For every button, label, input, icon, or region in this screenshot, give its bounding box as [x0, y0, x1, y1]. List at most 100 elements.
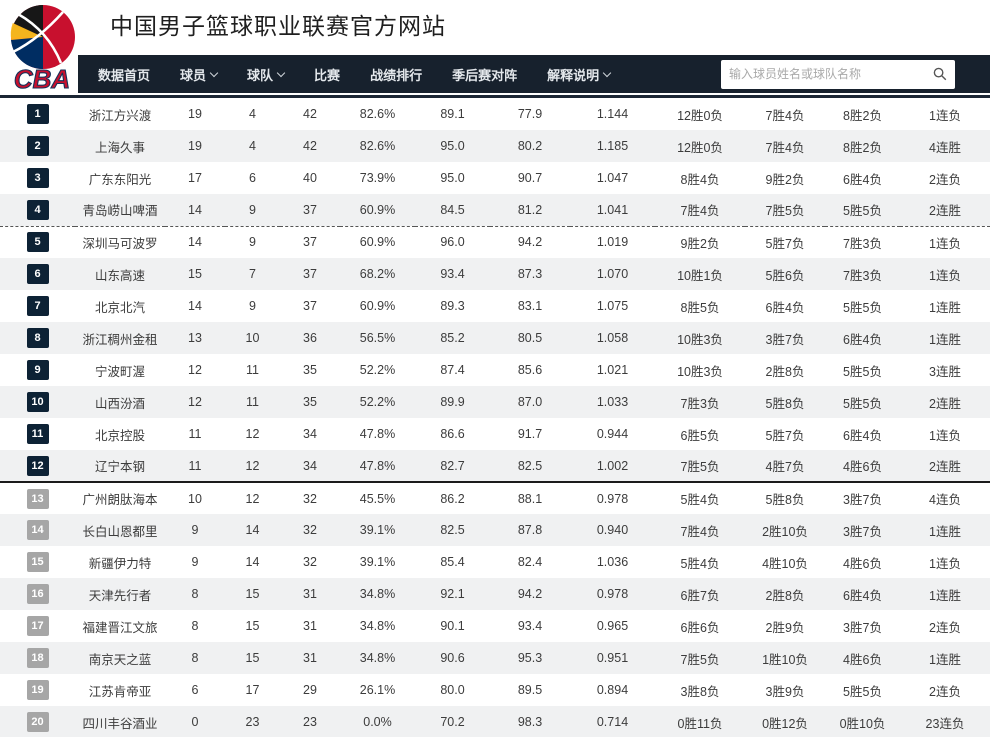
rank-badge: 16	[26, 584, 49, 604]
stat-last10: 4胜6负	[825, 450, 900, 483]
stat-losses: 9	[249, 235, 256, 250]
team-name[interactable]: 四川丰谷酒业	[82, 716, 158, 731]
chevron-down-icon	[276, 68, 286, 77]
table-row[interactable]: 2 上海久事 19 4 42 82.6% 95.0 80.2 1.185 12胜0负 7胜4负 8胜2…	[0, 130, 990, 162]
table-row[interactable]: 19 江苏肯帝亚 6 17 29 26.1% 80.0 89.5 0.894 3胜8负 3胜9负 5胜…	[0, 674, 990, 706]
stat-pts_against: 94.2	[517, 587, 543, 601]
cba-logo[interactable]: CBA	[2, 2, 82, 95]
search-icon[interactable]	[933, 67, 947, 81]
stat-wins: 17	[188, 171, 202, 185]
table-row[interactable]: 8 浙江稠州金租 13 10 36 56.5% 85.2 80.5 1.058 10胜3负 3胜7负…	[0, 322, 990, 354]
table-row[interactable]: 15 新疆伊力特 9 14 32 39.1% 85.4 82.4 1.036 5胜4负 4胜10负 4…	[0, 546, 990, 578]
nav-item-teams[interactable]: 球队	[247, 65, 286, 84]
stat-losses: 9	[249, 299, 256, 313]
stat-losses: 12	[245, 491, 260, 506]
stat-wins: 9	[191, 523, 199, 537]
search-input[interactable]	[729, 67, 933, 81]
stat-away: 1胜10负	[762, 652, 808, 667]
team-name[interactable]: 山东高速	[94, 268, 145, 283]
stat-win_pct: 68.2%	[359, 267, 396, 281]
rank-cell: 3	[0, 162, 75, 194]
table-row[interactable]: 20 四川丰谷酒业 0 23 23 0.0% 70.2 98.3 0.714 0胜11负 0胜12负…	[0, 706, 990, 737]
stat-points: 40	[303, 171, 317, 185]
team-name[interactable]: 浙江稠州金租	[82, 332, 158, 347]
nav-item-games[interactable]: 比赛	[314, 67, 341, 83]
stat-away: 2胜9负	[765, 620, 805, 635]
table-row[interactable]: 6 山东高速 15 7 37 68.2% 93.4 87.3 1.070 10胜1负 5胜6负 7胜3…	[0, 258, 990, 290]
table-row[interactable]: 17 福建晋江文旅 8 15 31 34.8% 90.1 93.4 0.965 6胜6负 2胜9负 3…	[0, 610, 990, 642]
team-name[interactable]: 长白山恩都里	[82, 524, 158, 539]
rank-badge: 20	[26, 712, 49, 732]
stat-points: 29	[303, 683, 317, 697]
table-row[interactable]: 10 山西汾酒 12 11 35 52.2% 89.9 87.0 1.033 7胜3负 5胜8负 5胜…	[0, 386, 990, 418]
stat-win_pct: 34.8%	[359, 587, 396, 601]
team-name[interactable]: 深圳马可波罗	[82, 236, 158, 251]
rank-badge: 9	[26, 360, 49, 380]
table-row[interactable]: 3 广东东阳光 17 6 40 73.9% 95.0 90.7 1.047 8胜4负 9胜2负 6胜4…	[0, 162, 990, 194]
stat-pts_against: 82.4	[517, 555, 543, 569]
stat-last10: 8胜2负	[843, 140, 882, 155]
rank-cell: 6	[0, 258, 75, 290]
team-name[interactable]: 宁波町渥	[94, 364, 145, 379]
team-name[interactable]: 辽宁本钢	[75, 450, 165, 483]
stat-last10: 7胜3负	[843, 236, 882, 251]
team-name[interactable]: 天津先行者	[88, 588, 152, 603]
nav-item-players[interactable]: 球员	[180, 65, 219, 84]
stat-last10: 5胜5负	[843, 396, 882, 411]
nav-item-glossary[interactable]: 解释说明	[547, 65, 612, 84]
stat-win_pct: 82.6%	[359, 139, 396, 153]
stat-home: 6胜7负	[680, 588, 720, 603]
stat-wins: 8	[191, 587, 199, 601]
nav-item-standings[interactable]: 战绩排行	[370, 67, 423, 83]
rank-cell: 15	[0, 546, 75, 578]
rank-cell: 17	[0, 610, 75, 642]
stat-pts_for: 80.0	[440, 683, 465, 697]
team-name[interactable]: 广东东阳光	[88, 172, 152, 187]
table-row[interactable]: 1 浙江方兴渡 19 4 42 82.6% 89.1 77.9 1.144 12胜0负 7胜4负 8胜…	[0, 98, 990, 130]
team-name[interactable]: 北京北汽	[94, 300, 145, 315]
nav-item-playoffs[interactable]: 季后赛对阵	[452, 67, 518, 83]
chevron-down-icon	[209, 68, 219, 77]
nav-item-home[interactable]: 数据首页	[98, 67, 151, 83]
team-name[interactable]: 青岛崂山啤酒	[75, 194, 165, 227]
stat-streak: 1连胜	[929, 588, 961, 603]
table-row[interactable]: 14 长白山恩都里 9 14 32 39.1% 82.5 87.8 0.940 7胜4负 2胜10负…	[0, 514, 990, 546]
stat-pts_against: 80.5	[517, 331, 543, 345]
table-row[interactable]: 13 广州朗肽海本 10 12 32 45.5% 86.2 88.1 0.978 5胜4负 5胜8负…	[0, 482, 990, 514]
table-row[interactable]: 11 北京控股 11 12 34 47.8% 86.6 91.7 0.944 6胜5负 5胜7负 6胜…	[0, 418, 990, 450]
team-name[interactable]: 南京天之蓝	[88, 652, 152, 667]
stat-pts_for: 87.4	[440, 363, 465, 377]
stat-points: 42	[303, 139, 317, 153]
table-row[interactable]: 9 宁波町渥 12 11 35 52.2% 87.4 85.6 1.021 10胜3负 2胜8负 5胜…	[0, 354, 990, 386]
table-row[interactable]: 12 辽宁本钢 11 12 34 47.8% 82.7 82.5 1.002 7胜5负 4胜7负 4胜…	[0, 450, 990, 483]
stat-last10: 5胜5负	[843, 684, 882, 699]
table-row[interactable]: 18 南京天之蓝 8 15 31 34.8% 90.6 95.3 0.951 7胜5负 1胜10负 4…	[0, 642, 990, 674]
table-row[interactable]: 4 青岛崂山啤酒 14 9 37 60.9% 84.5 81.2 1.041 7胜4负 7胜5负 5胜…	[0, 194, 990, 227]
stat-points: 32	[303, 491, 317, 506]
team-name[interactable]: 浙江方兴渡	[88, 108, 152, 123]
table-row[interactable]: 7 北京北汽 14 9 37 60.9% 89.3 83.1 1.075 8胜5负 6胜4负 5胜5负…	[0, 290, 990, 322]
team-name[interactable]: 北京控股	[94, 428, 145, 443]
stat-wins: 9	[191, 555, 199, 569]
stat-win_pct: 52.2%	[359, 395, 396, 409]
table-row[interactable]: 16 天津先行者 8 15 31 34.8% 92.1 94.2 0.978 6胜7负 2胜8负 6胜…	[0, 578, 990, 610]
stat-home: 9胜2负	[680, 236, 720, 251]
stat-ratio: 0.951	[596, 651, 629, 665]
stat-losses: 12	[225, 450, 280, 483]
team-name[interactable]: 山西汾酒	[94, 396, 145, 411]
table-row[interactable]: 5 深圳马可波罗 14 9 37 60.9% 96.0 94.2 1.019 9胜2负 5胜7负 7胜…	[0, 226, 990, 258]
team-name[interactable]: 新疆伊力特	[88, 556, 152, 571]
team-name[interactable]: 福建晋江文旅	[82, 620, 158, 635]
rank-badge: 6	[26, 264, 49, 284]
stat-last10: 6胜4负	[843, 332, 882, 347]
team-name[interactable]: 广州朗肽海本	[82, 493, 158, 507]
stat-away: 4胜7负	[745, 450, 825, 483]
team-name[interactable]: 江苏肯帝亚	[88, 684, 152, 699]
stat-ratio: 1.075	[596, 299, 629, 313]
rank-cell: 18	[0, 642, 75, 674]
stat-ratio: 1.144	[596, 107, 629, 121]
team-name[interactable]: 上海久事	[94, 140, 145, 155]
stat-away: 2胜10负	[762, 524, 808, 539]
rank-cell: 10	[0, 386, 75, 418]
stat-home: 6胜5负	[680, 428, 720, 443]
